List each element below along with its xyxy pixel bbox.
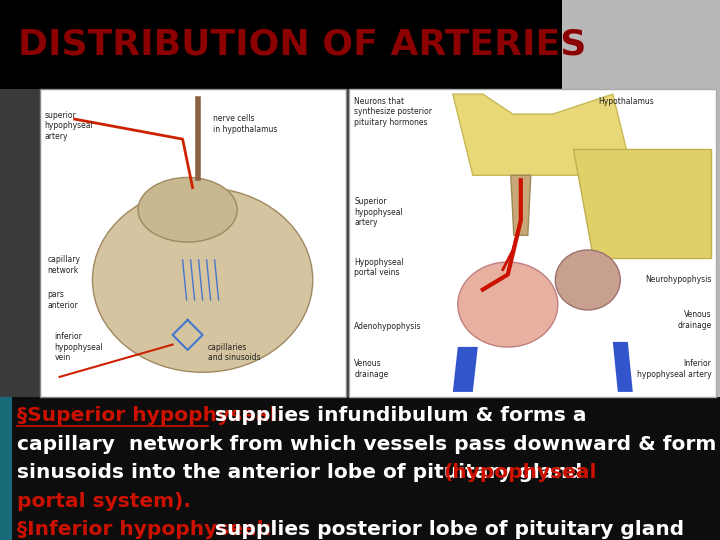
Bar	[0, 0, 562, 540]
Polygon shape	[453, 347, 478, 392]
Text: DISTRIBUTION OF ARTERIES: DISTRIBUTION OF ARTERIES	[18, 28, 586, 62]
Bar	[0, 397, 12, 540]
Text: Adenohypophysis: Adenohypophysis	[354, 322, 422, 330]
Text: Inferior
hypophyseal artery: Inferior hypophyseal artery	[636, 360, 711, 379]
Text: nerve cells
in hypothalamus: nerve cells in hypothalamus	[212, 114, 277, 133]
Bar	[0, 0, 562, 89]
Text: superior
hypophyseal
artery: superior hypophyseal artery	[45, 111, 94, 141]
Polygon shape	[453, 94, 633, 176]
Text: §Superior hypophyseal:: §Superior hypophyseal:	[17, 406, 284, 425]
Text: supplies infundibulum & forms a: supplies infundibulum & forms a	[208, 406, 587, 425]
Polygon shape	[573, 149, 711, 258]
Ellipse shape	[458, 262, 558, 347]
Text: inferior
hypophyseal
vein: inferior hypophyseal vein	[55, 332, 104, 362]
Text: §Inferior hypophyseal:: §Inferior hypophyseal:	[17, 521, 271, 539]
Text: Superior
hypophyseal
artery: Superior hypophyseal artery	[354, 197, 403, 227]
Text: capillary  network from which vessels pass downward & form: capillary network from which vessels pas…	[17, 435, 716, 454]
Text: Hypothalamus: Hypothalamus	[598, 97, 654, 106]
Text: pars
anterior: pars anterior	[48, 290, 78, 309]
Polygon shape	[613, 342, 633, 392]
Bar	[40, 89, 346, 397]
Text: (hypophyseal: (hypophyseal	[443, 463, 596, 482]
Ellipse shape	[555, 250, 621, 310]
Text: Venous
drainage: Venous drainage	[354, 360, 389, 379]
Text: Neurohypophysis: Neurohypophysis	[645, 275, 711, 285]
Text: sinusoids into the anterior lobe of pituitary gland: sinusoids into the anterior lobe of pitu…	[17, 463, 589, 482]
Bar	[0, 397, 720, 540]
Text: Neurons that
synthesize posterior
pituitary hormones: Neurons that synthesize posterior pituit…	[354, 97, 432, 127]
Ellipse shape	[92, 187, 312, 372]
Polygon shape	[510, 176, 531, 235]
Text: capillary
network: capillary network	[48, 255, 81, 275]
Text: Venous
drainage: Venous drainage	[677, 310, 711, 329]
Text: Hypophyseal
portal veins: Hypophyseal portal veins	[354, 258, 404, 278]
Ellipse shape	[138, 178, 237, 242]
Text: portal system).: portal system).	[17, 492, 191, 511]
Bar	[562, 0, 720, 540]
Text: capillaries
and sinusoids: capillaries and sinusoids	[207, 342, 260, 362]
Bar	[349, 89, 716, 397]
Text: supplies posterior lobe of pituitary gland: supplies posterior lobe of pituitary gla…	[208, 521, 685, 539]
